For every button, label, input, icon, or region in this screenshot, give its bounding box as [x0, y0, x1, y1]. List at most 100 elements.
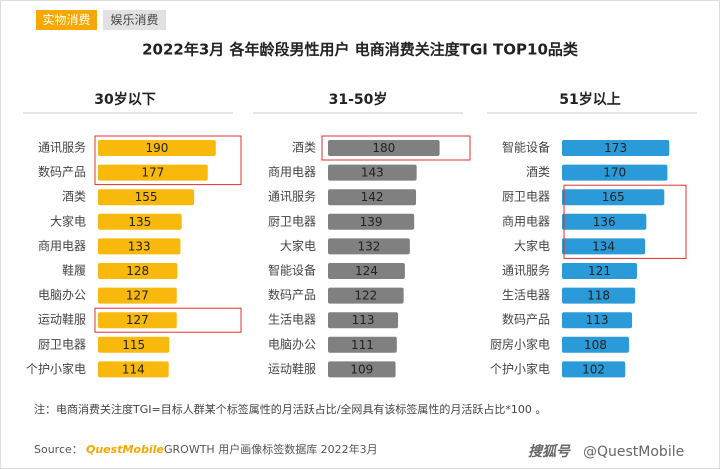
value-label: 142 — [361, 190, 384, 204]
panel-title: 31-50岁 — [329, 91, 388, 108]
tab-label[interactable]: 实物消费 — [42, 12, 90, 27]
source-label: Source： — [34, 443, 83, 456]
bar — [328, 140, 440, 156]
category-label: 鞋履 — [62, 263, 86, 278]
value-label: 113 — [352, 313, 375, 327]
category-label: 通讯服务 — [268, 189, 316, 204]
category-label: 生活电器 — [268, 313, 316, 327]
bar — [328, 213, 415, 230]
category-label: 酒类 — [526, 165, 550, 179]
bar — [562, 189, 665, 206]
category-label: 智能设备 — [502, 140, 550, 155]
bar — [328, 312, 399, 329]
category-label: 智能设备 — [268, 263, 316, 278]
bar — [562, 263, 638, 279]
value-label: 122 — [354, 289, 377, 303]
tab[interactable] — [103, 10, 166, 30]
watermark-logo: 搜狐号 — [528, 443, 571, 460]
bar — [98, 336, 170, 353]
category-label: 电脑办公 — [38, 287, 86, 302]
category-label: 通讯服务 — [38, 140, 86, 155]
bar — [98, 263, 178, 279]
bar — [562, 361, 626, 378]
bar — [562, 140, 670, 156]
category-label: 厨卫电器 — [502, 190, 550, 204]
value-label: 143 — [361, 166, 384, 180]
value-label: 139 — [360, 215, 383, 229]
bar — [328, 238, 410, 255]
value-label: 134 — [592, 239, 615, 253]
value-label: 108 — [584, 338, 607, 352]
bar — [328, 336, 397, 353]
bar — [562, 287, 636, 304]
category-label: 数码产品 — [38, 164, 86, 179]
category-label: 运动鞋服 — [38, 312, 86, 327]
bar — [98, 238, 181, 255]
value-label: 124 — [355, 264, 378, 278]
value-label: 135 — [128, 215, 151, 229]
value-label: 118 — [587, 289, 610, 303]
bar — [328, 361, 396, 378]
category-label: 运动鞋服 — [268, 361, 316, 376]
value-label: 109 — [350, 362, 373, 376]
value-label: 170 — [603, 166, 626, 180]
category-label: 电脑办公 — [268, 336, 316, 351]
bar — [562, 164, 668, 181]
category-label: 大家电 — [514, 238, 550, 253]
note: 注：电商消费关注度TGI=目标人群某个标签属性的月活跃占比/全网具有该标签属性的… — [34, 402, 546, 416]
category-label: 个护小家电 — [26, 361, 86, 376]
value-label: 180 — [372, 141, 395, 155]
bar — [328, 164, 417, 181]
category-label: 商用电器 — [502, 213, 550, 228]
value-label: 114 — [122, 362, 145, 376]
value-label: 173 — [604, 141, 627, 155]
category-label: 个护小家电 — [490, 361, 550, 376]
bar — [98, 164, 208, 181]
value-label: 113 — [586, 313, 609, 327]
value-label: 111 — [351, 338, 374, 352]
value-label: 165 — [602, 190, 625, 204]
bar — [562, 336, 629, 353]
category-label: 厨卫电器 — [268, 214, 316, 228]
category-label: 商用电器 — [268, 164, 316, 179]
category-label: 通讯服务 — [502, 263, 550, 278]
bar — [98, 312, 177, 329]
bar — [562, 213, 647, 230]
value-label: 190 — [145, 141, 168, 155]
value-label: 155 — [135, 190, 158, 204]
category-label: 大家电 — [280, 238, 316, 253]
watermark-text: @QuestMobile — [583, 444, 684, 460]
value-label: 121 — [588, 264, 611, 278]
category-label: 数码产品 — [502, 312, 550, 327]
value-label: 115 — [122, 338, 145, 352]
tab-label[interactable]: 娱乐消费 — [110, 13, 158, 27]
tab-active[interactable] — [36, 10, 97, 30]
category-label: 商用电器 — [38, 238, 86, 253]
bar — [328, 263, 405, 279]
panel-title: 30岁以下 — [94, 91, 155, 108]
bar — [562, 312, 633, 329]
value-label: 127 — [126, 289, 149, 303]
category-label: 厨房小家电 — [490, 336, 550, 351]
bar — [98, 189, 195, 206]
category-label: 生活电器 — [502, 288, 550, 302]
bar — [98, 361, 169, 378]
value-label: 132 — [357, 239, 380, 253]
source-brand: QuestMobile — [86, 443, 164, 456]
chart-title: 2022年3月 各年龄段男性用户 电商消费关注度TGI TOP10品类 — [142, 41, 579, 59]
highlight-box — [94, 307, 242, 333]
category-label: 厨卫电器 — [38, 337, 86, 351]
bar — [98, 287, 177, 304]
highlight-box — [321, 135, 471, 161]
bar — [328, 287, 404, 304]
bar — [328, 189, 417, 206]
bar — [98, 213, 182, 230]
source-text: GROWTH 用户画像标签数据库 2022年3月 — [164, 442, 378, 456]
category-label: 数码产品 — [268, 287, 316, 302]
category-label: 大家电 — [50, 213, 86, 228]
value-label: 127 — [126, 313, 149, 327]
value-label: 133 — [128, 239, 151, 253]
bar — [562, 238, 646, 255]
